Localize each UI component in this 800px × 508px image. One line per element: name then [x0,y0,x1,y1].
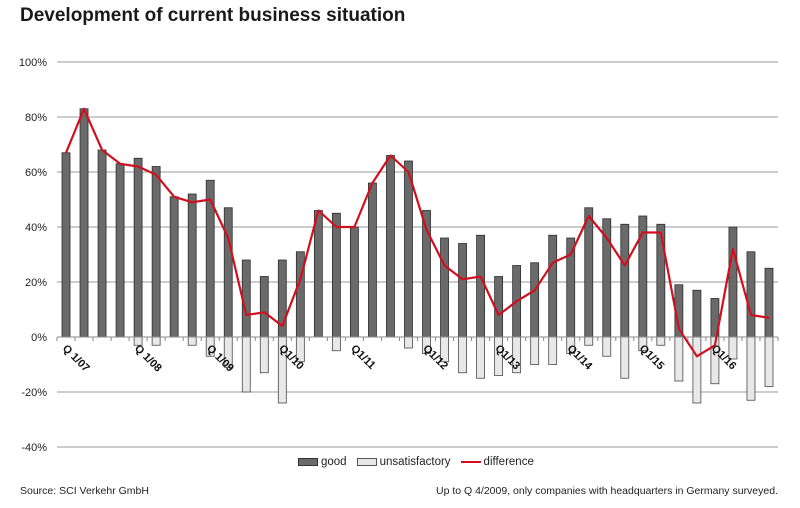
bar-good [313,210,323,338]
y-tick-label: 80% [25,112,47,124]
legend-swatch-difference [460,461,481,463]
bar-good [584,207,594,338]
bar-unsatisfactory [458,336,467,374]
x-tick-label: Q1/11 [348,343,377,372]
bar-good [223,207,233,338]
bar-unsatisfactory [404,336,413,349]
bars-unsatisfactory [133,336,774,404]
bar-good [115,163,125,338]
bar-good [530,262,540,338]
bar-good [350,226,359,338]
bar-unsatisfactory [241,336,251,393]
bar-unsatisfactory [476,336,485,379]
legend-label-good: good [321,456,347,468]
bar-good [404,160,413,338]
bar-good [79,108,89,338]
bar-unsatisfactory [620,336,630,379]
legend-swatch-good [298,458,318,466]
legend-item-good: good [298,456,347,468]
x-axis [56,336,779,341]
bar-good [331,212,341,338]
bar-unsatisfactory [331,336,341,352]
bar-unsatisfactory [584,336,594,346]
legend-label-difference: difference [483,456,534,468]
source-note: Source: SCI Verkehr GmbH [20,485,149,497]
bar-good [187,193,197,338]
bar-good [458,243,467,338]
x-tick-label: Q 1/07 [60,343,92,375]
bar-good [259,276,269,338]
bar-unsatisfactory [151,336,161,346]
difference-line-group [64,107,770,358]
bar-unsatisfactory [656,336,666,346]
x-tick-label: Q1/15 [637,343,667,373]
bar-unsatisfactory [187,336,197,346]
chart-title: Development of current business situatio… [20,5,406,26]
bar-good [169,196,179,338]
legend: good unsatisfactory difference [298,456,544,468]
bar-good [476,234,485,338]
bars-good [61,108,774,338]
y-tick-label: -40% [21,442,47,454]
x-tick-label: Q1/14 [565,343,595,373]
bar-good [368,182,377,338]
legend-swatch-unsatisfactory [356,458,377,466]
legend-label-unsatisfactory: unsatisfactory [379,456,451,468]
bar-unsatisfactory [548,336,558,365]
bar-good [764,267,774,338]
bar-good [620,223,630,338]
bar-good [746,251,756,338]
difference-line [64,107,770,358]
x-tick-label: Q 1/08 [132,343,164,375]
bar-unsatisfactory [674,336,684,382]
grid-lines [57,61,778,448]
bar-unsatisfactory [746,336,756,401]
bar-good [133,157,143,338]
bar-good [386,155,395,338]
y-tick-label: 0% [31,332,47,344]
bar-good [656,223,666,338]
survey-note: Up to Q 4/2009, only companies with head… [435,485,778,497]
y-tick-label: 40% [25,222,47,234]
y-axis-ticks: 100% 80% 60% 40% 20% 0% -20% -40% [19,57,47,454]
bar-good [61,152,71,338]
bar-good [97,149,107,338]
bar-unsatisfactory [602,336,612,357]
bar-good [548,234,558,338]
bar-good [151,166,161,338]
y-tick-label: 60% [25,167,47,179]
legend-item-unsatisfactory: unsatisfactory [356,456,451,468]
y-tick-label: 100% [19,57,47,69]
bar-good [692,289,702,338]
bar-good [728,226,738,338]
bar-unsatisfactory [692,336,702,404]
bar-unsatisfactory [530,336,540,365]
bar-good [440,237,449,338]
x-axis-ticks: Q 1/07 Q 1/08 Q 1/09 Q1/10 Q1/11 Q1/12 Q1/13 Q1… [60,343,739,375]
legend-item-difference: difference [460,456,534,468]
y-tick-label: -20% [21,387,47,399]
bar-unsatisfactory [259,336,269,374]
y-tick-label: 20% [25,277,47,289]
bar-unsatisfactory [764,336,774,387]
